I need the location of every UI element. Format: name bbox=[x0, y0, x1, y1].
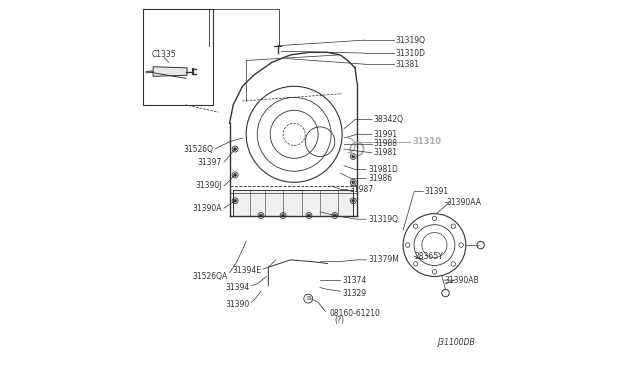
Text: 31319Q: 31319Q bbox=[396, 36, 426, 45]
Circle shape bbox=[234, 173, 237, 176]
Text: 31394: 31394 bbox=[225, 283, 250, 292]
FancyBboxPatch shape bbox=[233, 190, 353, 215]
Text: 31526Q: 31526Q bbox=[183, 145, 213, 154]
Text: 31390J: 31390J bbox=[196, 182, 222, 190]
Text: 31390: 31390 bbox=[225, 300, 250, 310]
Text: 08160-61210: 08160-61210 bbox=[329, 309, 380, 318]
Circle shape bbox=[352, 181, 355, 184]
Circle shape bbox=[282, 214, 285, 217]
FancyBboxPatch shape bbox=[143, 9, 213, 105]
Circle shape bbox=[234, 148, 237, 151]
Text: C1335: C1335 bbox=[152, 51, 177, 60]
Text: 31329: 31329 bbox=[342, 289, 366, 298]
Text: 31319Q: 31319Q bbox=[368, 215, 398, 224]
Text: 31526QA: 31526QA bbox=[193, 272, 228, 281]
Text: 31390AB: 31390AB bbox=[445, 276, 479, 285]
Circle shape bbox=[307, 214, 310, 217]
Text: 31391: 31391 bbox=[424, 187, 449, 196]
Text: 31981: 31981 bbox=[374, 148, 397, 157]
Circle shape bbox=[333, 214, 336, 217]
Text: 31394E: 31394E bbox=[232, 266, 261, 275]
Text: 31991: 31991 bbox=[374, 130, 397, 139]
Text: J31100DB: J31100DB bbox=[437, 339, 475, 347]
Circle shape bbox=[259, 214, 262, 217]
Text: 31981D: 31981D bbox=[368, 165, 398, 174]
Circle shape bbox=[234, 199, 237, 202]
Text: 31310: 31310 bbox=[412, 137, 442, 146]
Text: B: B bbox=[306, 296, 310, 301]
Text: 31379M: 31379M bbox=[368, 255, 399, 264]
Text: 31988: 31988 bbox=[374, 139, 397, 148]
Text: 31397: 31397 bbox=[198, 157, 222, 167]
Circle shape bbox=[352, 155, 355, 158]
Text: 38342Q: 38342Q bbox=[374, 115, 404, 124]
Text: 31390AA: 31390AA bbox=[447, 198, 482, 207]
Circle shape bbox=[352, 199, 355, 202]
Text: 28365Y: 28365Y bbox=[414, 251, 443, 261]
Text: 31374: 31374 bbox=[342, 276, 367, 285]
Text: (?): (?) bbox=[335, 316, 345, 325]
Polygon shape bbox=[153, 67, 187, 76]
Text: 31390A: 31390A bbox=[193, 203, 222, 213]
Text: 31381: 31381 bbox=[396, 60, 420, 69]
Text: 31986: 31986 bbox=[368, 174, 392, 183]
Text: 31310D: 31310D bbox=[396, 49, 426, 58]
Text: 31987: 31987 bbox=[349, 185, 374, 194]
